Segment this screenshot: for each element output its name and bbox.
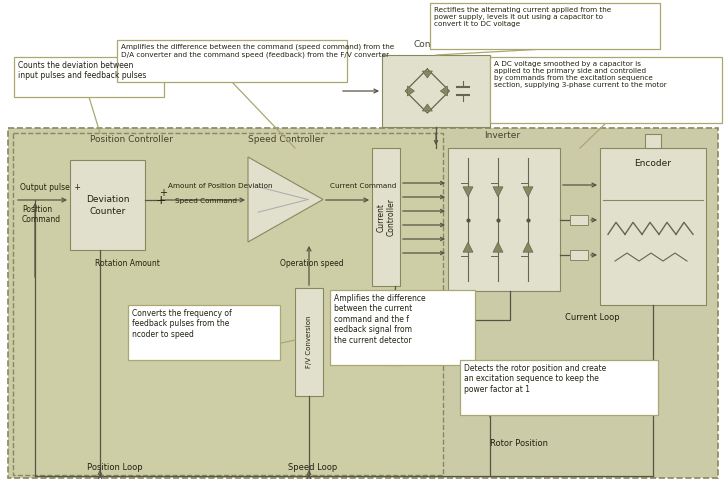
Text: Amplifies the difference
between the current
command and the f
eedback signal fr: Amplifies the difference between the cur… [334, 294, 425, 345]
Bar [295, 288, 323, 396]
Bar [570, 250, 588, 260]
Bar [645, 134, 661, 148]
Polygon shape [463, 242, 473, 252]
Text: Operation speed: Operation speed [280, 259, 344, 269]
Bar [372, 148, 400, 286]
Text: Current Command: Current Command [330, 183, 396, 189]
Text: Rectifies the alternating current applied from the
power supply, levels it out u: Rectifies the alternating current applie… [434, 7, 611, 27]
Bar [13, 133, 443, 475]
Polygon shape [441, 86, 447, 96]
Polygon shape [493, 242, 503, 252]
Bar [460, 360, 658, 415]
Text: Command: Command [22, 215, 61, 225]
Text: Position Loop: Position Loop [87, 464, 142, 472]
Text: +: + [159, 188, 167, 198]
Text: Current
Controller: Current Controller [377, 198, 395, 236]
Text: Detects the rotor position and create
an excitation sequence to keep the
power f: Detects the rotor position and create an… [464, 364, 606, 394]
Bar [128, 305, 280, 360]
Polygon shape [523, 242, 533, 252]
Text: Inverter: Inverter [484, 131, 520, 140]
Text: Current Loop: Current Loop [565, 314, 619, 322]
Bar [490, 57, 722, 123]
Polygon shape [493, 187, 503, 197]
Text: Converts the frequency of
feedback pulses from the
ncoder to speed: Converts the frequency of feedback pulse… [132, 309, 232, 339]
Polygon shape [407, 86, 414, 96]
Bar [430, 3, 660, 49]
Text: Speed Command: Speed Command [175, 198, 237, 204]
Text: Amount of Position Deviation: Amount of Position Deviation [168, 183, 273, 189]
Text: Converter: Converter [414, 40, 459, 49]
Text: Position: Position [22, 206, 52, 214]
Polygon shape [422, 71, 433, 78]
Bar [448, 148, 560, 291]
Text: Speed Controller: Speed Controller [248, 136, 324, 145]
Bar [330, 290, 475, 365]
Text: Amplifies the difference between the command (speed command) from the
D/A conver: Amplifies the difference between the com… [121, 44, 394, 58]
Polygon shape [463, 187, 473, 197]
Bar [70, 160, 145, 250]
Polygon shape [523, 187, 533, 197]
Text: Speed Loop: Speed Loop [289, 464, 337, 472]
Text: +: + [156, 194, 166, 207]
Text: Rotation Amount: Rotation Amount [95, 259, 160, 269]
Polygon shape [422, 104, 433, 111]
Text: Deviation: Deviation [86, 195, 129, 203]
Polygon shape [248, 157, 323, 242]
Bar [382, 55, 490, 127]
Bar [600, 148, 706, 305]
Text: Counter: Counter [89, 207, 126, 215]
Bar [14, 57, 164, 97]
Bar [8, 128, 718, 478]
Text: F/V Conversion: F/V Conversion [306, 316, 312, 368]
Text: Output pulse  +: Output pulse + [20, 183, 81, 193]
Text: Encoder: Encoder [635, 158, 672, 167]
Bar [570, 215, 588, 225]
Bar [117, 40, 347, 82]
Text: Counts the deviation between
input pulses and feedback pulses: Counts the deviation between input pulse… [18, 61, 146, 80]
Text: Rotor Position: Rotor Position [490, 439, 548, 448]
Text: A DC voltage smoothed by a capacitor is
applied to the primary side and controll: A DC voltage smoothed by a capacitor is … [494, 61, 667, 88]
Text: Position Controller: Position Controller [90, 136, 173, 145]
